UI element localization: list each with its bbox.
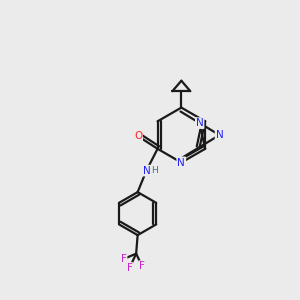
Text: F: F [139, 261, 145, 271]
Text: N: N [178, 158, 185, 167]
Text: F: F [121, 254, 127, 264]
Text: F: F [127, 263, 133, 273]
Text: H: H [152, 166, 158, 175]
Text: O: O [134, 131, 142, 141]
Text: N: N [178, 158, 185, 167]
Text: N: N [142, 166, 150, 176]
Text: N: N [196, 118, 204, 128]
Text: N: N [216, 130, 223, 140]
